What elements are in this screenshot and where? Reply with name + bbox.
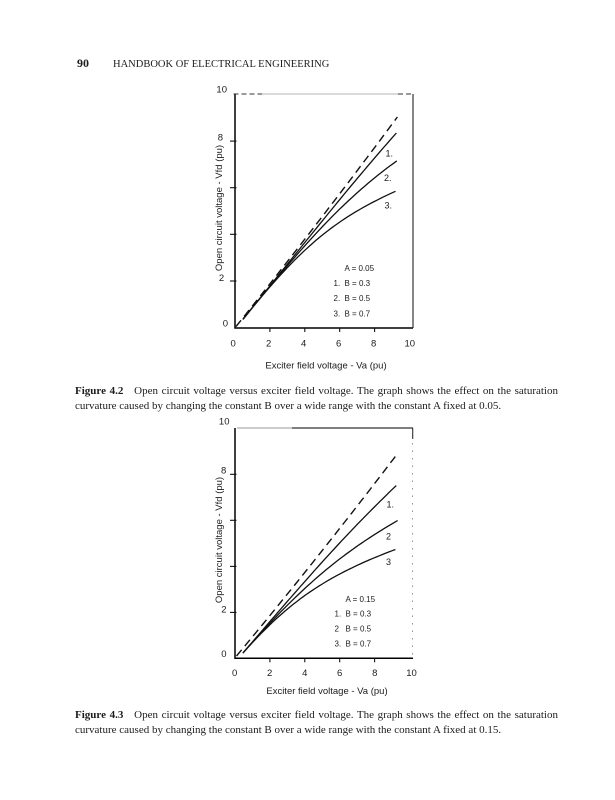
svg-text:8: 8 xyxy=(218,133,223,144)
svg-text:B = 0.7: B = 0.7 xyxy=(346,640,372,649)
svg-text:B = 0.7: B = 0.7 xyxy=(345,310,371,319)
svg-text:A = 0.05: A = 0.05 xyxy=(345,264,375,273)
svg-text:0: 0 xyxy=(231,339,236,350)
svg-text:4: 4 xyxy=(302,668,307,679)
svg-text:1.: 1. xyxy=(335,610,342,619)
svg-text:2: 2 xyxy=(219,273,224,284)
svg-text:6: 6 xyxy=(336,339,341,350)
svg-text:3.: 3. xyxy=(335,640,342,649)
svg-text:B = 0.5: B = 0.5 xyxy=(346,625,372,634)
svg-text:Open circuit voltage - Vfd (pu: Open circuit voltage - Vfd (pu) xyxy=(214,145,225,271)
svg-text:10: 10 xyxy=(216,85,227,96)
svg-text:10: 10 xyxy=(406,668,417,679)
svg-text:3: 3 xyxy=(386,557,391,567)
svg-text:0: 0 xyxy=(221,649,226,660)
svg-text:0: 0 xyxy=(223,319,228,330)
svg-text:Exciter field voltage - Va (pu: Exciter field voltage - Va (pu) xyxy=(265,361,386,372)
svg-text:8: 8 xyxy=(371,339,376,350)
svg-text:3.: 3. xyxy=(334,310,341,319)
svg-text:0: 0 xyxy=(232,668,237,679)
svg-text:B = 0.3: B = 0.3 xyxy=(346,610,372,619)
svg-text:8: 8 xyxy=(221,466,226,477)
svg-text:2: 2 xyxy=(335,625,340,634)
svg-text:10: 10 xyxy=(405,339,416,350)
svg-text:8: 8 xyxy=(372,668,377,679)
svg-text:Open circuit voltage - Vfd (pu: Open circuit voltage - Vfd (pu) xyxy=(214,477,225,603)
svg-text:A = 0.15: A = 0.15 xyxy=(346,595,376,604)
svg-text:2.: 2. xyxy=(334,294,341,303)
svg-text:4: 4 xyxy=(301,339,306,350)
svg-text:2: 2 xyxy=(266,339,271,350)
svg-text:3.: 3. xyxy=(385,201,393,211)
svg-text:2: 2 xyxy=(221,605,226,616)
svg-text:2: 2 xyxy=(267,668,272,679)
svg-text:10: 10 xyxy=(219,417,230,428)
svg-text:B = 0.5: B = 0.5 xyxy=(345,294,371,303)
svg-text:Exciter field voltage - Va (pu: Exciter field voltage - Va (pu) xyxy=(266,686,387,697)
svg-text:2.: 2. xyxy=(384,173,392,183)
svg-text:1.: 1. xyxy=(386,149,394,159)
svg-text:1.: 1. xyxy=(387,500,395,510)
svg-text:1.: 1. xyxy=(334,279,341,288)
svg-text:6: 6 xyxy=(337,668,342,679)
svg-text:2: 2 xyxy=(386,532,391,542)
svg-text:B = 0.3: B = 0.3 xyxy=(345,279,371,288)
